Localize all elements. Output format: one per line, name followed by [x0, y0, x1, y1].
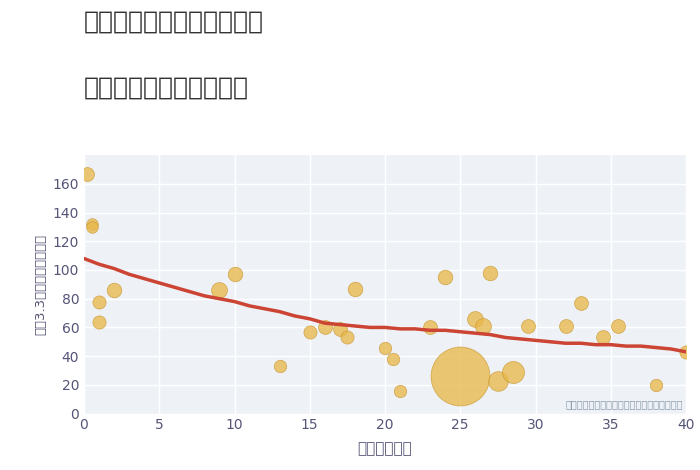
Point [93, 318, 105, 325]
Point [81, 170, 92, 178]
Point [229, 271, 240, 278]
Point [319, 324, 330, 331]
Point [470, 315, 481, 322]
Point [522, 322, 533, 330]
Point [86, 220, 97, 228]
Point [335, 325, 346, 333]
Point [93, 298, 105, 306]
Point [484, 269, 496, 277]
Point [650, 381, 662, 389]
Point [379, 344, 391, 351]
Point [86, 223, 97, 231]
Point [455, 373, 466, 380]
Point [477, 322, 489, 330]
Point [342, 334, 353, 341]
X-axis label: 築年数（年）: 築年数（年） [358, 441, 412, 456]
Text: 奈良県奈良市三条川西町の: 奈良県奈良市三条川西町の [84, 9, 264, 33]
Y-axis label: 坪（3.3㎡）単価（万円）: 坪（3.3㎡）単価（万円） [34, 234, 47, 335]
Point [387, 355, 398, 363]
Point [274, 362, 286, 370]
Point [214, 286, 225, 294]
Text: 円の大きさは、取引のあった物件面積を示す: 円の大きさは、取引のあった物件面積を示す [566, 400, 683, 409]
Point [108, 286, 120, 294]
Point [680, 348, 692, 356]
Point [560, 322, 571, 330]
Point [424, 324, 435, 331]
Text: 築年数別中古戸建て価格: 築年数別中古戸建て価格 [84, 75, 249, 99]
Point [304, 328, 315, 336]
Point [395, 387, 406, 394]
Point [492, 377, 503, 384]
Point [440, 274, 451, 281]
Point [612, 322, 624, 330]
Point [508, 368, 519, 376]
Point [349, 285, 360, 292]
Point [598, 334, 609, 341]
Point [575, 299, 587, 307]
